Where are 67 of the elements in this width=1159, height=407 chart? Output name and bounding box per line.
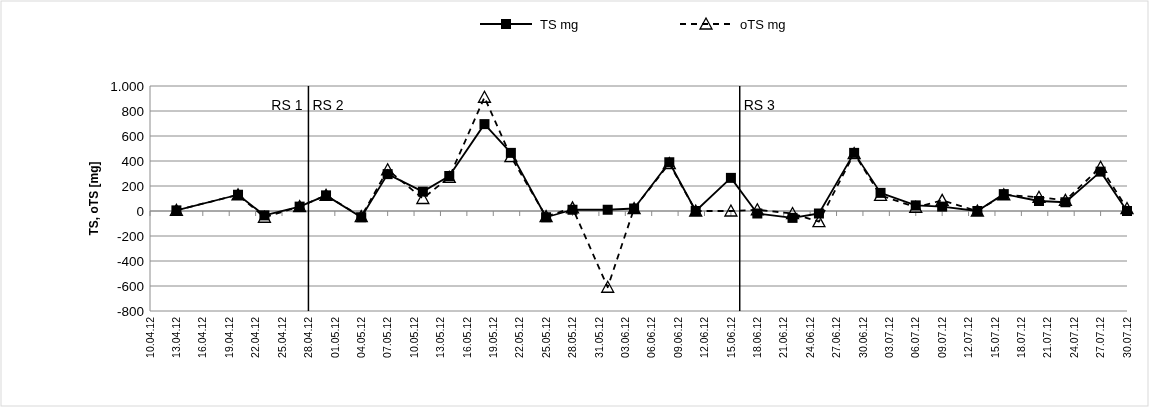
x-tick-label: 30.07.12	[1120, 316, 1133, 358]
legend-label: TS mg	[540, 16, 579, 32]
point	[1093, 160, 1108, 173]
x-tick-label: 22.05.12	[513, 316, 526, 358]
y-tick-label: 400	[121, 153, 144, 169]
x-tick-label: 06.07.12	[909, 316, 922, 358]
point	[750, 203, 764, 216]
point	[477, 90, 492, 103]
x-tick-label: 28.04.12	[302, 316, 315, 358]
point	[1120, 201, 1134, 215]
x-tick-label: 21.06.12	[777, 316, 790, 358]
point	[724, 204, 738, 217]
x-tick-label: 04.05.12	[354, 316, 367, 358]
x-tick-label: 09.07.12	[935, 316, 948, 358]
x-tick-label: 03.07.12	[883, 316, 896, 358]
x-tick-label: 19.04.12	[222, 316, 235, 358]
y-tick-label: -400	[116, 253, 144, 269]
point	[1058, 193, 1073, 207]
x-tick-label: 15.06.12	[724, 316, 737, 358]
point	[601, 280, 615, 293]
x-tick-label: 13.04.12	[170, 316, 183, 358]
point	[785, 206, 800, 220]
x-tick-label: 21.07.12	[1041, 316, 1054, 358]
x-tick-label: 24.07.12	[1067, 316, 1080, 358]
point	[602, 204, 613, 215]
x-tick-label: 18.07.12	[1015, 316, 1028, 358]
y-tick-label: -600	[116, 278, 144, 294]
x-tick-label: 12.07.12	[962, 316, 975, 358]
y-tick-label: -200	[116, 228, 144, 244]
x-tick-label: 24.06.12	[803, 316, 816, 358]
x-tick-label: 31.05.12	[592, 316, 605, 358]
x-tick-label: 30.06.12	[856, 316, 869, 358]
x-tick-label: 12.06.12	[698, 316, 711, 358]
point	[479, 119, 490, 130]
y-tick-label: 600	[121, 128, 144, 144]
x-tick-label: 18.06.12	[751, 316, 763, 358]
x-tick-label: 09.06.12	[671, 316, 684, 358]
y-axis-title: TS, oTS [mg]	[87, 161, 101, 236]
y-tick-label: 0	[136, 203, 144, 219]
x-tick-label: 15.07.12	[988, 316, 1001, 358]
x-tick-label: 25.05.12	[539, 316, 552, 358]
ref-line-label: RS 2	[312, 96, 344, 113]
x-tick-label: 22.04.12	[249, 316, 262, 358]
x-tick-label: 10.05.12	[407, 316, 420, 358]
legend-label: oTS mg	[740, 16, 786, 32]
x-tick-label: 01.05.12	[328, 316, 341, 358]
ref-line-label: RS 3	[743, 96, 776, 113]
x-tick-label: 27.07.12	[1094, 316, 1107, 358]
x-tick-label: 27.06.12	[830, 316, 843, 358]
point	[381, 163, 395, 176]
annotation: RS 1	[271, 96, 303, 113]
y-tick-label: 1.000	[110, 78, 144, 94]
x-tick-label: 06.06.12	[645, 316, 658, 358]
y-tick-label: 800	[121, 103, 144, 119]
x-tick-label: 19.05.12	[486, 316, 499, 358]
y-tick-label: -800	[116, 303, 144, 319]
x-tick-label: 10.04.12	[143, 316, 156, 358]
point	[935, 193, 949, 207]
y-tick-label: 200	[121, 178, 144, 194]
x-tick-label: 07.05.12	[381, 316, 394, 358]
x-tick-label: 28.05.12	[566, 316, 579, 358]
x-tick-label: 16.05.12	[460, 316, 473, 358]
x-tick-label: 13.05.12	[434, 316, 447, 358]
x-tick-label: 25.04.12	[275, 316, 288, 358]
x-tick-label: 16.04.12	[196, 316, 209, 358]
x-tick-label: 03.06.12	[618, 316, 631, 358]
point	[725, 172, 736, 183]
